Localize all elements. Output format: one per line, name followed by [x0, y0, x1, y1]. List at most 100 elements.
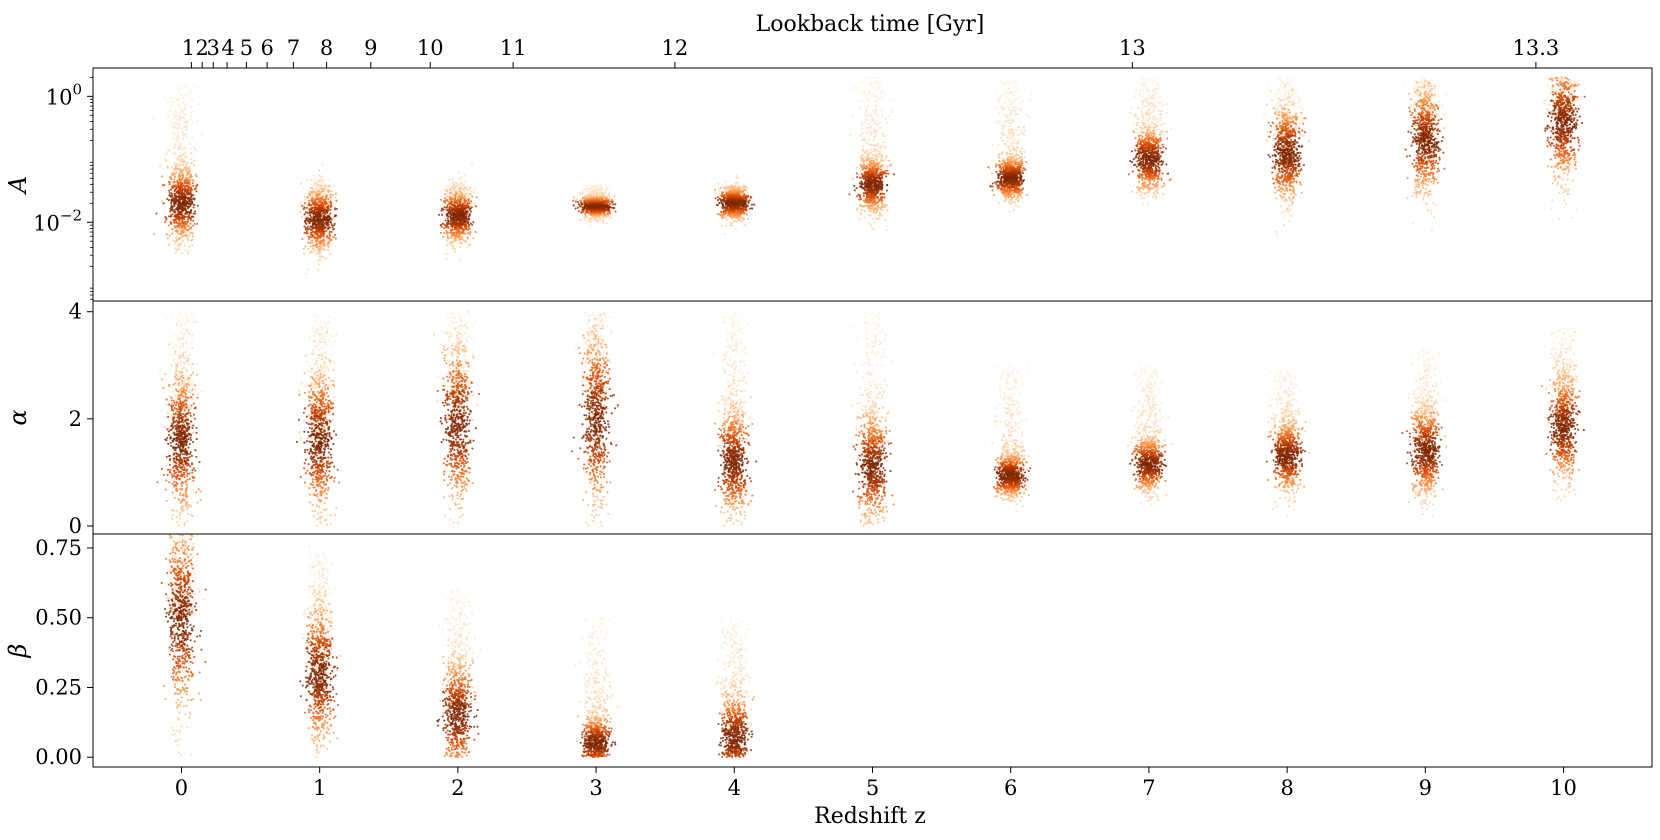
- sample-point: [728, 186, 731, 189]
- sample-point: [597, 219, 600, 222]
- sample-point: [470, 200, 473, 203]
- sample-point: [325, 229, 328, 232]
- sample-point: [468, 243, 471, 246]
- sample-point: [182, 111, 185, 114]
- sample-point: [183, 201, 186, 204]
- sample-point: [466, 236, 469, 239]
- sample-point: [170, 202, 173, 205]
- sample-point: [867, 105, 870, 108]
- sample-point: [445, 189, 448, 192]
- sample-point: [188, 186, 191, 189]
- sample-point: [327, 204, 330, 207]
- sample-point: [324, 185, 328, 188]
- sample-point: [183, 103, 186, 106]
- sample-point: [189, 190, 192, 193]
- sample-point: [579, 218, 582, 222]
- top-tick-label: 5: [240, 36, 253, 60]
- sample-point: [867, 113, 870, 116]
- sample-point: [865, 131, 868, 134]
- sample-point: [746, 190, 749, 193]
- sample-point: [182, 137, 185, 140]
- sample-point: [329, 203, 332, 206]
- sample-point: [469, 222, 472, 225]
- sample-point: [176, 206, 179, 209]
- sample-point: [181, 130, 185, 134]
- sample-point: [585, 199, 588, 202]
- sample-point: [467, 225, 470, 228]
- sample-point: [461, 236, 464, 239]
- sample-point: [727, 214, 730, 217]
- sample-point: [574, 200, 577, 203]
- sample-point: [168, 183, 171, 186]
- sample-point: [167, 215, 170, 218]
- sample-point: [190, 106, 193, 109]
- sample-point: [190, 200, 193, 203]
- sample-point: [737, 205, 740, 208]
- sample-point: [460, 214, 463, 217]
- sample-point: [188, 227, 191, 230]
- sample-point: [184, 167, 187, 170]
- sample-point: [725, 189, 728, 192]
- sample-point: [176, 229, 179, 232]
- sample-point: [742, 185, 745, 188]
- sample-point: [193, 146, 196, 149]
- sample-point: [174, 195, 177, 198]
- sample-point: [594, 184, 597, 187]
- sample-point: [612, 203, 615, 206]
- sample-point: [173, 243, 176, 246]
- sample-point: [733, 204, 736, 207]
- sample-point: [605, 204, 608, 207]
- sample-point: [185, 171, 189, 174]
- sample-point: [301, 237, 304, 241]
- sample-point: [868, 126, 871, 129]
- sample-point: [302, 247, 305, 250]
- sample-point: [311, 241, 314, 244]
- sample-point: [319, 246, 322, 249]
- sample-point: [453, 218, 457, 221]
- sample-point: [589, 214, 592, 217]
- sample-point: [446, 234, 449, 237]
- sample-point: [867, 100, 870, 103]
- sample-point: [446, 212, 450, 215]
- sample-point: [304, 226, 307, 229]
- sample-point: [442, 236, 445, 239]
- sample-point: [186, 94, 189, 97]
- sample-point: [848, 133, 852, 136]
- sample-point: [319, 208, 322, 211]
- sample-point: [179, 108, 182, 111]
- sample-point: [605, 200, 608, 203]
- sample-point: [174, 192, 177, 195]
- sample-point: [319, 213, 322, 216]
- sample-point: [876, 122, 879, 125]
- sample-point: [191, 235, 195, 238]
- sample-point: [458, 190, 461, 193]
- sample-point: [871, 109, 874, 112]
- sample-point: [441, 213, 444, 216]
- sample-point: [153, 233, 156, 236]
- sample-point: [192, 219, 195, 222]
- sample-point: [717, 186, 720, 189]
- sample-point: [327, 243, 330, 246]
- sample-point: [321, 232, 324, 235]
- sample-point: [184, 106, 187, 109]
- sample-point: [459, 241, 462, 244]
- sample-point: [177, 222, 181, 225]
- sample-point: [450, 208, 453, 211]
- sample-point: [729, 201, 733, 204]
- sample-point: [593, 196, 596, 199]
- sample-point: [303, 231, 306, 234]
- sample-point: [171, 165, 174, 169]
- sample-point: [179, 168, 182, 171]
- sample-point: [304, 272, 308, 275]
- sample-point: [306, 196, 309, 199]
- sample-point: [321, 248, 324, 251]
- sample-point: [328, 178, 331, 181]
- sample-point: [597, 186, 601, 189]
- sample-point: [722, 200, 725, 203]
- sample-point: [178, 170, 182, 173]
- sample-point: [446, 206, 449, 209]
- sample-point: [723, 213, 726, 216]
- sample-point: [319, 249, 322, 252]
- sample-point: [890, 110, 894, 113]
- sample-point: [582, 187, 585, 191]
